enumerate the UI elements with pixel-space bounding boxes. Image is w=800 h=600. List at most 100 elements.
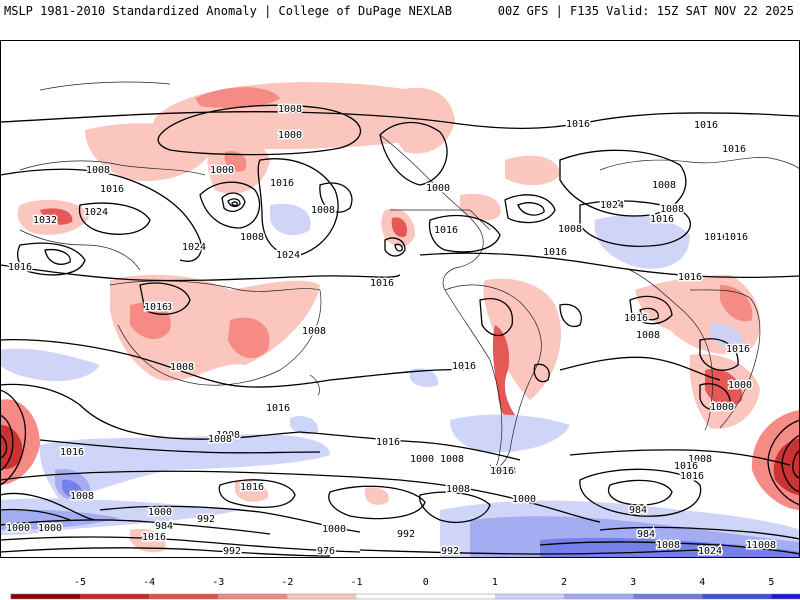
isobar [44, 248, 71, 265]
isobar-label: 1000 [410, 454, 434, 465]
isobar-label: 1008 [660, 204, 684, 215]
isobar-label: 1024 [84, 207, 108, 218]
negative-anomaly-region [195, 87, 280, 108]
colorbar-swatch [425, 594, 495, 599]
coastline [689, 289, 761, 429]
isobar-label: 1008 [170, 362, 194, 373]
isobar [0, 519, 271, 535]
colorbar-swatch [633, 594, 703, 599]
colorbar-swatch [80, 594, 150, 599]
isobar [579, 468, 702, 517]
negative-anomaly-region [365, 487, 389, 505]
isobar [0, 264, 401, 282]
isobar [0, 339, 471, 388]
colorbar-swatch [149, 594, 219, 599]
isobar [221, 192, 246, 213]
isobar [257, 158, 339, 256]
isobar-label: 984 [629, 505, 647, 516]
isobar-label: 1016 [674, 461, 698, 472]
isobar [0, 383, 301, 440]
negative-anomaly-region [130, 302, 171, 340]
colorbar-swatch [356, 594, 426, 599]
colorbar-tick-label: -3 [212, 577, 224, 588]
negative-anomaly-region [40, 208, 73, 225]
colorbar-tick-label: 5 [768, 577, 774, 588]
positive-anomaly-fills [0, 203, 800, 558]
colorbar-tick-label: -2 [281, 577, 293, 588]
isobar [399, 479, 601, 523]
isobar-label: 1008 [216, 430, 240, 441]
isobar-label: 1016 [722, 144, 746, 155]
isobar-label: 1016 [694, 120, 718, 131]
isobar-label: 1008 [302, 326, 326, 337]
isobar-label: 1016 [650, 214, 674, 225]
isobar-label: 1000 [148, 507, 172, 518]
isobar [699, 383, 731, 411]
colorbar-tick-label: 2 [561, 577, 567, 588]
isobar-label: 1016 [452, 361, 476, 372]
coastline [39, 81, 171, 91]
isobar [0, 547, 331, 557]
isobar-label: 1000 [728, 380, 752, 391]
negative-anomaly-fills [0, 82, 800, 553]
positive-anomaly-region [450, 414, 570, 453]
isobar-label: 992 [441, 546, 459, 557]
isobar-label: 1000 [6, 523, 30, 534]
coastline [390, 209, 491, 231]
isobar-label: 984 [155, 521, 173, 532]
negative-anomaly-region [235, 480, 269, 502]
isobar [504, 194, 556, 224]
positive-anomaly-region [290, 415, 319, 435]
isobar-label: 1008 [278, 104, 302, 115]
isobar [639, 307, 659, 321]
negative-anomaly-region [85, 123, 215, 181]
isobar [419, 252, 800, 279]
isobar [699, 338, 739, 371]
isobar-label: 1008 [746, 540, 770, 551]
chart-title: MSLP 1981-2010 Standardized Anomaly | Co… [4, 4, 452, 18]
positive-anomaly-region [62, 479, 83, 499]
negative-anomaly-region [110, 274, 320, 381]
isobar-label: 1016 [144, 302, 168, 313]
negative-anomaly-region [460, 193, 501, 221]
negative-anomaly-region [224, 151, 247, 172]
negative-anomaly-region [773, 438, 800, 495]
positive-anomaly-region [0, 348, 100, 382]
coastline [19, 229, 141, 271]
colorbar-tick-label: -4 [143, 577, 155, 588]
isobar-label: 1016 [60, 447, 84, 458]
isobar-label: 1024 [182, 242, 206, 253]
isobar-label: 1000 [710, 402, 734, 413]
isobar-label: 1016 [624, 313, 648, 324]
isobar [328, 485, 426, 520]
isobar-label: 1008 [558, 224, 582, 235]
coastline [379, 134, 484, 291]
isobar-lines [0, 104, 800, 557]
negative-anomaly-region [383, 87, 455, 154]
isobar-label: 1008 [492, 466, 516, 477]
colorbar-tick-label: -1 [351, 577, 363, 588]
isobar-label: 1016 [376, 437, 400, 448]
isobar-label: 1016 [680, 471, 704, 482]
isobar [199, 181, 261, 229]
isobar-label: 1000 [38, 523, 62, 534]
isobar-label: 1016 [240, 482, 264, 493]
isobar [0, 168, 202, 262]
model-valid-time: 00Z GFS | F135 Valid: 15Z SAT NOV 22 202… [497, 4, 794, 18]
isobar [78, 202, 151, 235]
isobar-label: 1024 [600, 200, 624, 211]
positive-anomaly-region [270, 203, 311, 236]
isobar [629, 295, 673, 325]
colorbar-tick-label: -5 [74, 577, 86, 588]
isobar [384, 237, 406, 257]
isobar-label: 1008 [86, 165, 110, 176]
isobar-label: 992 [197, 514, 215, 525]
isobar [319, 182, 353, 213]
isobar [0, 389, 27, 486]
isobar-label: 1008 [208, 434, 232, 445]
colorbar-ticks: -5 -4 -3 -2 -1 0 1 2 3 4 5 [74, 577, 774, 588]
isobar [359, 549, 701, 555]
positive-anomaly-region [0, 509, 120, 530]
isobar-label: 1016 [704, 232, 728, 243]
isobar-label: 1008 [240, 232, 264, 243]
